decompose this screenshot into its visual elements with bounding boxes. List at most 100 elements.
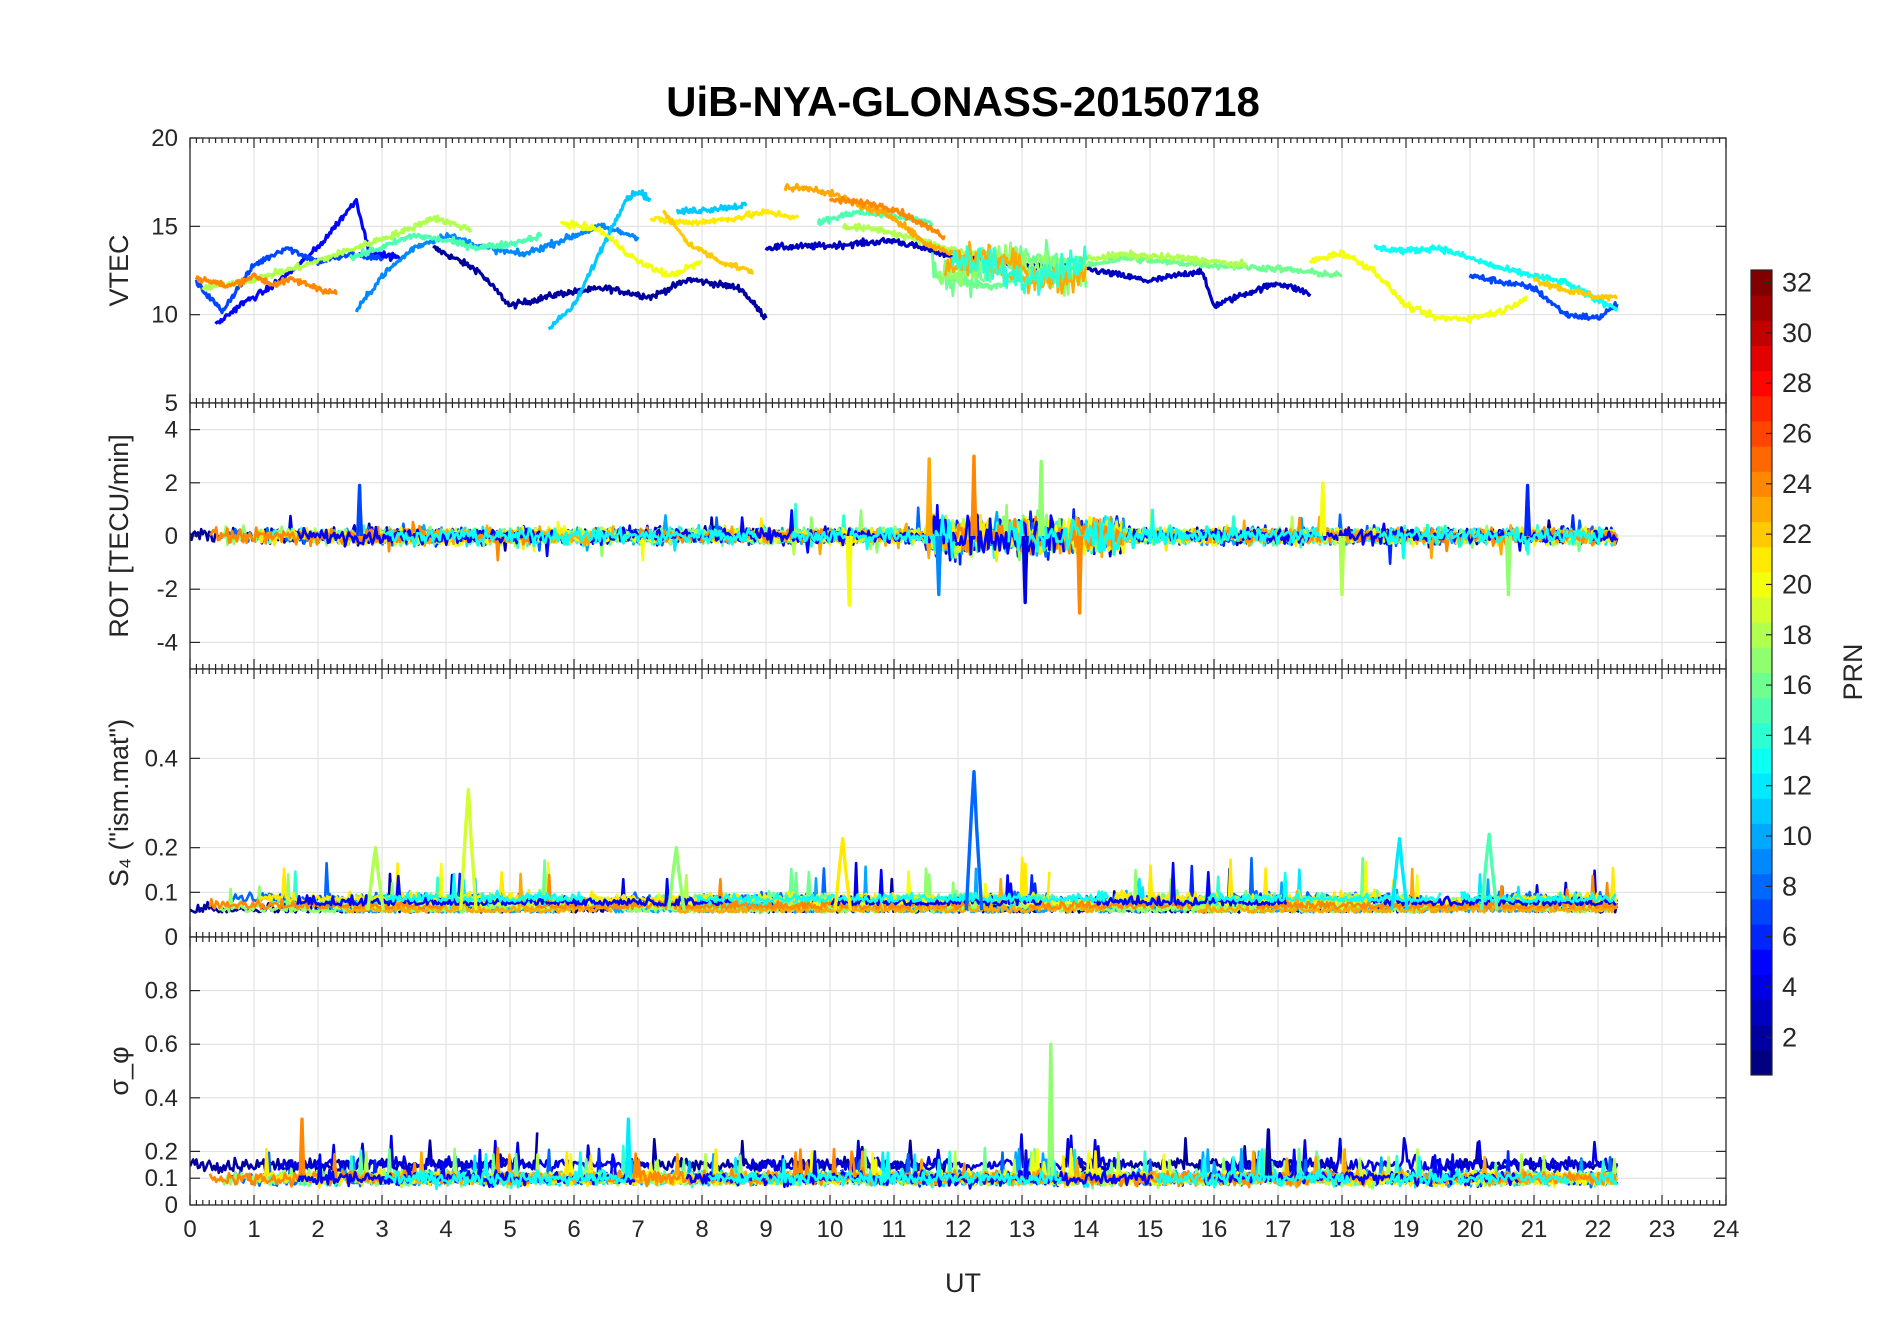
series-rot xyxy=(190,454,1619,615)
y-tick-label: 0.1 xyxy=(145,1165,178,1192)
x-tick-label: 12 xyxy=(945,1216,972,1243)
x-tick-label: 6 xyxy=(567,1216,580,1243)
y-tick-label: 0 xyxy=(165,924,178,951)
colorbar-bin xyxy=(1751,622,1772,648)
colorbar-bin xyxy=(1751,949,1772,975)
rot-spike-prn-18 xyxy=(1338,535,1346,597)
rot-series-prn-13 xyxy=(384,526,759,548)
sigma_phi-spike-prn-12 xyxy=(624,1117,632,1176)
x-tick-label: 11 xyxy=(882,1216,907,1243)
colorbar-bin xyxy=(1751,345,1772,372)
y-tick-label: 0.1 xyxy=(145,879,178,906)
sigma_phi-series-prn-13 xyxy=(1389,1155,1570,1188)
x-tick-label: 9 xyxy=(759,1216,772,1243)
x-ticks xyxy=(189,138,1727,403)
vtec-series-prn-22 xyxy=(662,209,755,275)
x-tick-label: 2 xyxy=(311,1216,324,1243)
x-tick-label: 10 xyxy=(817,1216,844,1243)
x-tick-label: 14 xyxy=(1073,1216,1100,1243)
rot-spike-prn-24 xyxy=(970,454,978,537)
sigma_phi-series-prn-13 xyxy=(383,1151,633,1191)
colorbar-bin xyxy=(1751,1049,1772,1076)
vtec-series-prn-20 xyxy=(1308,249,1529,325)
colorbar-bin xyxy=(1751,320,1772,346)
colorbar-tick-label: 20 xyxy=(1782,569,1812,599)
rot-series-prn-13 xyxy=(1378,523,1605,560)
vtec-series-prn-2 xyxy=(432,244,768,321)
y-tick-label: 0.6 xyxy=(145,1031,178,1058)
vtec-series-prn-23 xyxy=(943,240,1088,295)
colorbar-tick-label: 28 xyxy=(1782,368,1812,398)
x-axis-label: UT xyxy=(945,1268,981,1298)
vtec-series-prn-22 xyxy=(1532,276,1619,302)
colorbar-bin xyxy=(1751,370,1772,397)
rot-spike-prn-7 xyxy=(356,483,364,537)
colorbar-bin xyxy=(1751,798,1772,824)
rot-spike-prn-23 xyxy=(925,457,933,537)
colorbar-bin xyxy=(1751,647,1772,673)
colorbar-bin xyxy=(1751,270,1772,296)
x-tick-label: 7 xyxy=(631,1216,644,1243)
x-tick-label: 16 xyxy=(1201,1216,1228,1243)
colorbar-bin xyxy=(1751,999,1772,1026)
rot-spike-prn-20 xyxy=(1319,481,1327,537)
x-ticks xyxy=(189,403,1727,669)
s4-spike-prn-8 xyxy=(964,770,984,911)
rot-spike-prn-17 xyxy=(1504,535,1512,597)
x-tick-label: 5 xyxy=(503,1216,516,1243)
colorbar-tick-label: 30 xyxy=(1782,318,1812,348)
colorbar-bin xyxy=(1751,773,1772,799)
y-tick-label: -4 xyxy=(157,629,178,656)
x-tick-label: 24 xyxy=(1713,1216,1740,1243)
y-tick-label: 5 xyxy=(165,390,178,417)
vtec-series-prn-11 xyxy=(547,189,652,331)
rot-spike-prn-6 xyxy=(1524,483,1532,537)
y-axis-label-vtec: VTEC xyxy=(104,234,134,306)
x-tick-label: 20 xyxy=(1457,1216,1484,1243)
colorbar-bin xyxy=(1751,521,1772,548)
x-tick-label: 1 xyxy=(247,1216,260,1243)
sigma_phi-spike-prn-2 xyxy=(1264,1128,1272,1176)
vtec-series-prn-11 xyxy=(675,201,748,216)
colorbar-bin xyxy=(1751,873,1772,900)
vtec-series-prn-24 xyxy=(194,272,338,296)
colorbar-bin xyxy=(1751,546,1772,573)
sigma_phi-series-prn-13 xyxy=(1590,1172,1619,1186)
colorbar-tick-label: 6 xyxy=(1782,922,1797,952)
series-s4 xyxy=(190,770,1619,914)
colorbar-tick-label: 18 xyxy=(1782,620,1812,650)
colorbar-bin xyxy=(1751,823,1772,850)
colorbar-tick-label: 26 xyxy=(1782,419,1812,449)
s4-series-prn-24 xyxy=(1028,896,1196,911)
y-axis-label-sigma_phi: σ_φ xyxy=(104,1046,134,1095)
y-tick-label: -2 xyxy=(157,576,178,603)
s4-spike-prn-21 xyxy=(833,837,853,911)
vtec-series-prn-14 xyxy=(951,245,1088,297)
y-tick-label: 0.2 xyxy=(145,835,178,862)
s4-series-prn-13 xyxy=(1459,891,1617,903)
s4-series-prn-24 xyxy=(1255,874,1618,911)
colorbar-bin xyxy=(1751,848,1772,875)
chart-title: UiB-NYA-GLONASS-20150718 xyxy=(666,78,1260,125)
series-sigma_phi xyxy=(190,1042,1619,1191)
x-tick-label: 18 xyxy=(1329,1216,1356,1243)
colorbar-frame xyxy=(1750,269,1773,1076)
sigma_phi-spike-prn-24 xyxy=(298,1117,306,1176)
y-tick-label: 2 xyxy=(165,470,178,497)
vtec-series-prn-21 xyxy=(649,208,800,227)
s4-series-prn-13 xyxy=(384,872,585,903)
colorbar-bin xyxy=(1751,672,1772,699)
rot-series-prn-13 xyxy=(1007,508,1324,556)
colorbar-bin xyxy=(1751,597,1772,623)
x-tick-label: 4 xyxy=(439,1216,452,1243)
x-tick-label: 0 xyxy=(183,1216,196,1243)
y-tick-label: 20 xyxy=(151,125,178,152)
y-tick-label: 0 xyxy=(165,1192,178,1219)
rot-spike-prn-20 xyxy=(845,535,853,607)
colorbar-label: PRN xyxy=(1838,643,1868,700)
vtec-series-prn-15 xyxy=(348,231,543,262)
y-axis-label-s4: S₄ ("ism.mat") xyxy=(104,719,134,887)
panel-sigma_phi: 00.10.20.40.60.8σ_φ0 1 2 3 4 5 6 7 8 9 10 11 12 13 14 1… xyxy=(104,936,1740,1243)
